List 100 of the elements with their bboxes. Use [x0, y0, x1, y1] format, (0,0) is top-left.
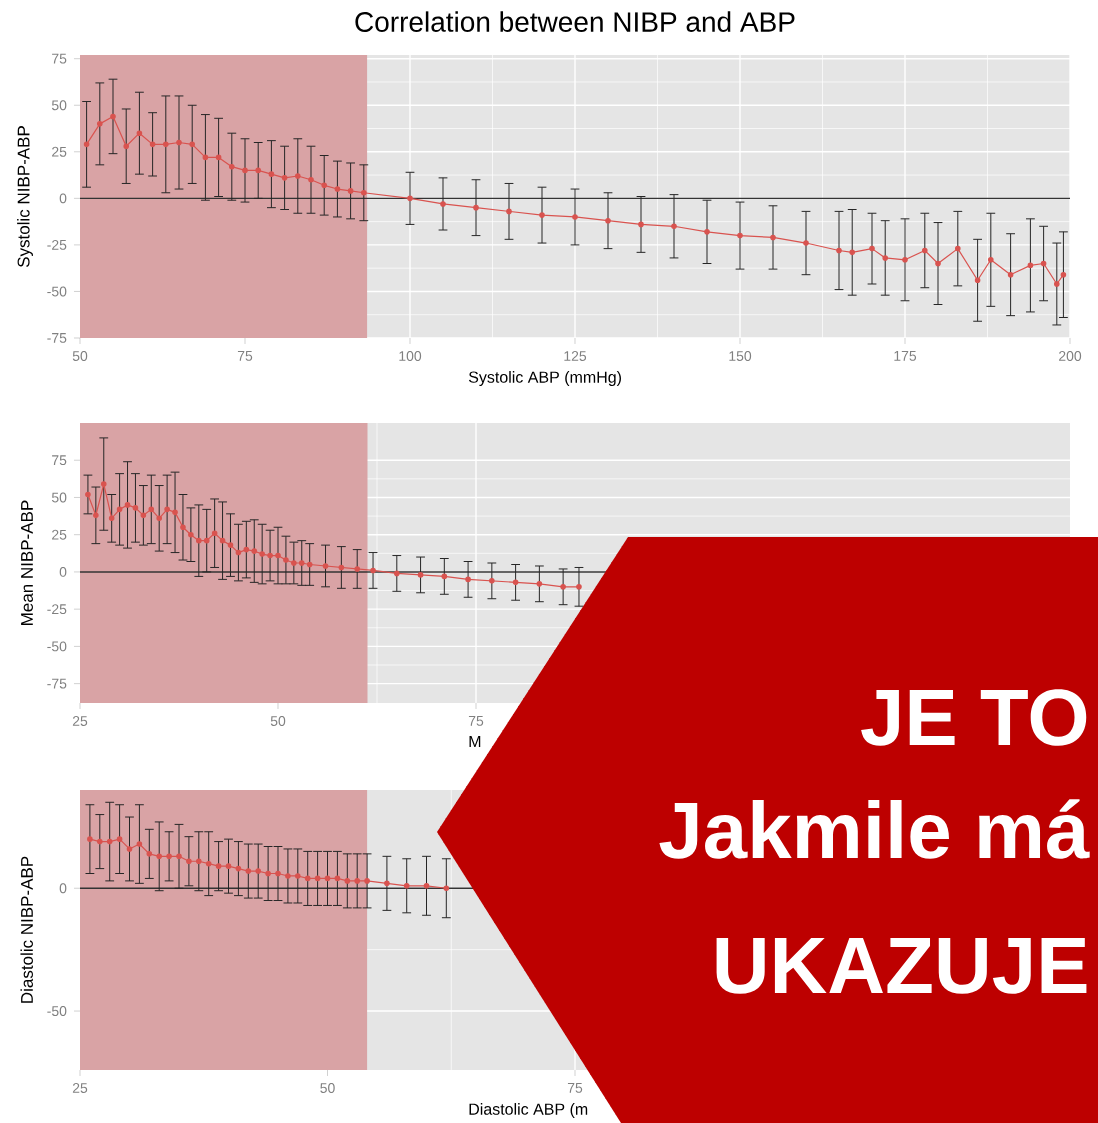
- point: [215, 154, 222, 161]
- y-axis-title: Diastolic NIBP-ABP: [20, 856, 33, 1003]
- point: [186, 858, 192, 865]
- y-tick-label: 75: [52, 53, 67, 64]
- point: [83, 141, 90, 148]
- point: [166, 853, 172, 860]
- point: [205, 860, 212, 867]
- point: [203, 537, 210, 544]
- point: [215, 863, 222, 869]
- point: [988, 256, 994, 263]
- point: [242, 167, 248, 174]
- point: [295, 173, 301, 179]
- point: [576, 584, 582, 590]
- point: [1054, 281, 1060, 287]
- x-tick-label: 25: [72, 1083, 88, 1093]
- point: [235, 549, 242, 556]
- point: [935, 260, 941, 267]
- y-tick-label: -50: [47, 641, 67, 652]
- y-tick-label: -50: [47, 286, 67, 297]
- point: [473, 204, 479, 211]
- point: [955, 245, 961, 252]
- annotation: UKAZUJE: [716, 937, 1087, 994]
- point: [361, 189, 367, 196]
- x-tick-label: 175: [894, 351, 917, 361]
- point: [116, 836, 123, 842]
- point: [255, 167, 261, 174]
- point: [148, 506, 155, 513]
- point: [539, 212, 545, 218]
- x-tick-label: 200: [1059, 351, 1082, 361]
- point: [770, 234, 776, 241]
- y-tick-label: -50: [47, 1006, 67, 1016]
- y-axis-title: Systolic NIBP-ABP: [17, 126, 33, 268]
- point: [136, 130, 143, 136]
- point: [394, 570, 400, 577]
- point: [202, 154, 209, 161]
- point: [1060, 271, 1067, 278]
- point: [443, 885, 450, 892]
- x-axis-title: Diastolic ABP (m: [469, 1103, 588, 1118]
- point: [245, 868, 252, 874]
- y-tick-label: -25: [47, 604, 67, 615]
- point: [441, 573, 448, 580]
- point: [321, 182, 327, 189]
- point: [110, 113, 116, 120]
- point: [156, 515, 162, 522]
- point: [259, 551, 265, 557]
- point: [172, 509, 178, 516]
- point: [536, 581, 543, 587]
- point: [354, 566, 360, 572]
- point: [251, 548, 258, 554]
- point: [106, 838, 113, 845]
- point: [869, 245, 875, 252]
- point: [93, 512, 99, 519]
- point: [308, 176, 314, 183]
- y-tick-label: 75: [52, 455, 67, 466]
- point: [882, 255, 889, 261]
- point: [974, 277, 981, 284]
- x-tick-label: 25: [72, 716, 88, 726]
- point: [268, 171, 275, 177]
- point: [423, 882, 430, 889]
- point: [1040, 260, 1047, 267]
- point: [314, 875, 321, 882]
- point: [97, 838, 103, 845]
- point: [512, 579, 519, 586]
- point: [849, 249, 855, 256]
- point: [572, 214, 578, 220]
- point: [176, 853, 182, 860]
- y-tick-label: 0: [59, 566, 67, 577]
- point: [605, 217, 611, 224]
- point: [164, 506, 170, 513]
- point: [267, 552, 273, 559]
- point: [123, 143, 129, 150]
- point: [1007, 271, 1014, 278]
- point: [295, 873, 301, 879]
- point: [281, 175, 288, 181]
- point: [324, 875, 331, 882]
- point: [803, 240, 809, 246]
- point: [132, 505, 139, 511]
- point: [1027, 262, 1034, 269]
- point: [243, 546, 250, 553]
- y-axis-title: Mean NIBP-ABP: [21, 500, 33, 625]
- annotation: JE TO: [861, 689, 1087, 746]
- point: [285, 873, 291, 879]
- point: [347, 188, 354, 194]
- y-tick-label: 0: [59, 193, 67, 204]
- point: [403, 882, 410, 889]
- point: [440, 201, 446, 207]
- point: [638, 221, 644, 228]
- point: [283, 557, 289, 563]
- point: [364, 878, 370, 884]
- point: [407, 195, 413, 202]
- point: [229, 163, 235, 170]
- point: [354, 878, 360, 884]
- x-tick-label: 150: [729, 351, 752, 361]
- point: [189, 141, 195, 148]
- x-tick-label: 75: [567, 1083, 583, 1093]
- point: [140, 512, 147, 519]
- point: [149, 141, 156, 148]
- x-tick-label: 100: [399, 351, 422, 361]
- point: [163, 141, 169, 148]
- point: [836, 247, 842, 254]
